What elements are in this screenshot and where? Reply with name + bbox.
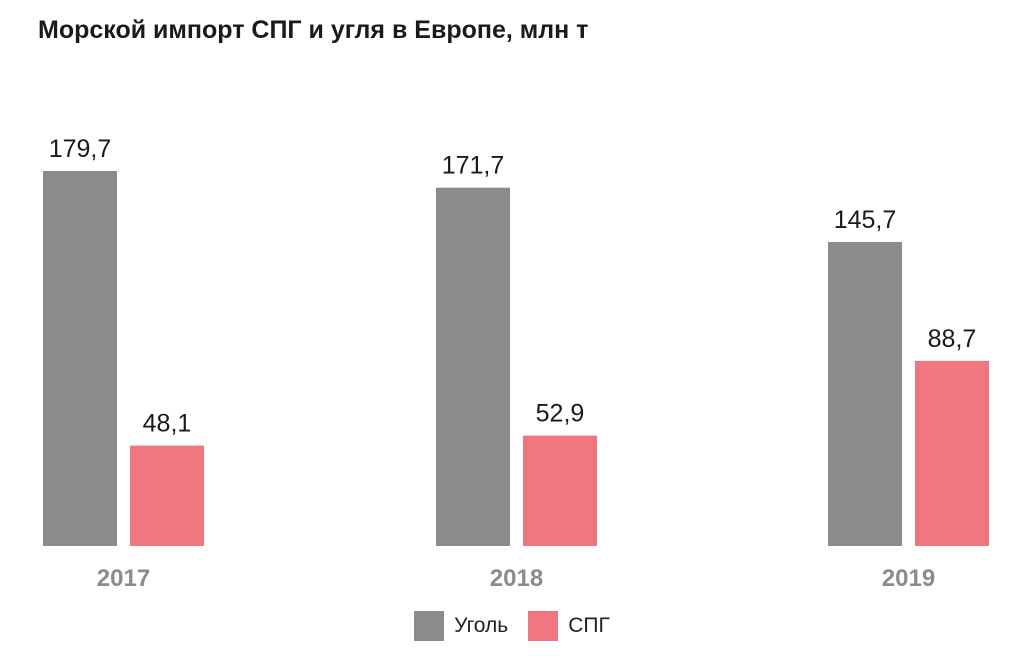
bar-coal-2017 — [43, 171, 117, 546]
data-label-coal-2019: 145,7 — [834, 206, 897, 234]
x-tick-label-2019: 2019 — [882, 565, 935, 592]
bar-lng-2018 — [523, 435, 597, 546]
x-tick-label-2018: 2018 — [490, 565, 543, 592]
chart-legend: Уголь СПГ — [0, 611, 1024, 641]
data-label-coal-2017: 179,7 — [49, 135, 112, 163]
bar-lng-2017 — [130, 445, 204, 546]
data-label-lng-2018: 52,9 — [536, 400, 585, 428]
legend-item-lng: СПГ — [528, 611, 610, 641]
data-label-lng-2017: 48,1 — [143, 410, 192, 438]
data-label-lng-2019: 88,7 — [928, 325, 977, 353]
data-label-coal-2018: 171,7 — [442, 152, 505, 180]
legend-item-coal: Уголь — [414, 611, 508, 641]
legend-label-lng: СПГ — [568, 614, 610, 637]
legend-swatch-coal — [414, 611, 445, 641]
legend-label-coal: Уголь — [454, 614, 509, 637]
chart-title: Морской импорт СПГ и угля в Европе, млн … — [38, 16, 589, 44]
chart-plot: 179,7 48,1 2017 171,7 52,9 2018 145,7 88,7 2019 — [43, 135, 989, 592]
bar-coal-2018 — [436, 187, 510, 546]
bar-coal-2019 — [828, 241, 902, 546]
legend-swatch-lng — [528, 611, 559, 641]
bar-lng-2019 — [915, 360, 989, 546]
x-tick-label-2017: 2017 — [97, 565, 150, 592]
